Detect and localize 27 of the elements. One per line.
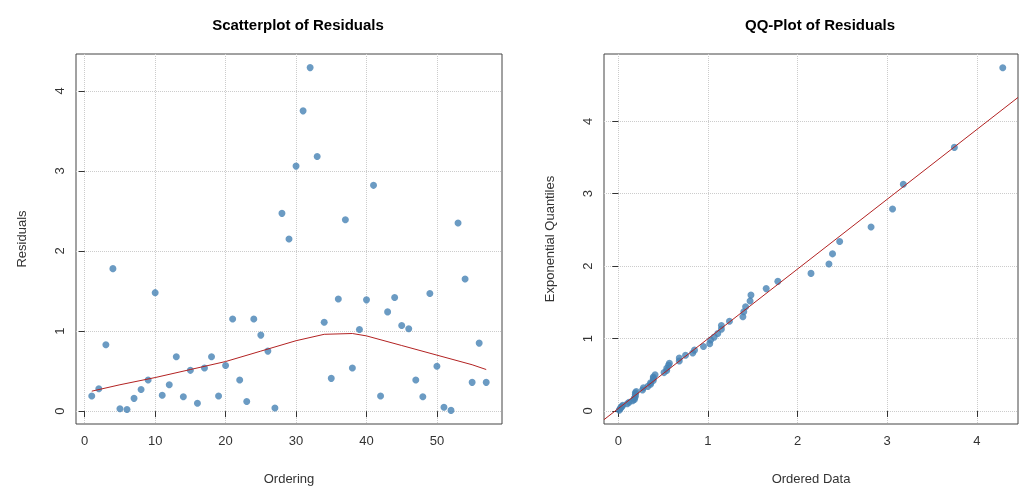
y-axis-title: Exponential Quantiles bbox=[542, 175, 557, 303]
chart-title: Scatterplot of Residuals bbox=[212, 16, 384, 33]
y-tick-label: 2 bbox=[580, 262, 595, 270]
x-axis-title: Ordering bbox=[263, 471, 315, 486]
x-tick-label: 20 bbox=[218, 433, 233, 448]
y-tick-label: 2 bbox=[52, 247, 67, 255]
chart-title: QQ-Plot of Residuals bbox=[744, 16, 896, 33]
y-tick-label: 4 bbox=[580, 117, 595, 125]
x-axis-title: Ordered Data bbox=[771, 471, 852, 486]
y-tick-label: 3 bbox=[580, 190, 595, 198]
x-tick-label: 10 bbox=[147, 433, 163, 448]
y-axis-title: Residuals bbox=[14, 209, 29, 268]
y-tick-label: 0 bbox=[580, 407, 595, 415]
x-tick-label: 4 bbox=[973, 433, 981, 448]
y-tick-label: 0 bbox=[52, 407, 67, 415]
y-tick-label: 1 bbox=[52, 327, 67, 335]
y-tick-label: 3 bbox=[52, 167, 67, 175]
x-tick-label: 0 bbox=[81, 433, 89, 448]
x-tick-label: 30 bbox=[288, 433, 304, 448]
y-tick-label: 4 bbox=[52, 87, 67, 95]
x-tick-label: 2 bbox=[793, 433, 802, 448]
x-tick-label: 1 bbox=[704, 433, 712, 448]
x-tick-label: 50 bbox=[429, 433, 445, 448]
x-tick-label: 3 bbox=[883, 433, 891, 448]
x-tick-label: 40 bbox=[359, 433, 374, 448]
x-tick-label: 0 bbox=[614, 433, 622, 448]
y-tick-label: 1 bbox=[580, 334, 595, 343]
